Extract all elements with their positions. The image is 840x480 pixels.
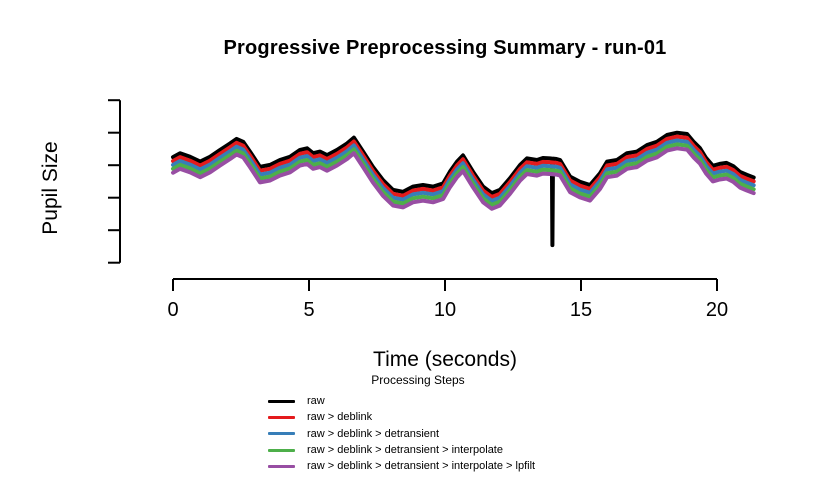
legend-item-label: raw > deblink > detransient — [307, 427, 440, 440]
legend-item-label: raw > deblink > detransient > interpolat… — [307, 460, 536, 473]
legend: Processing Steps raw raw > deblink raw > d… — [268, 373, 578, 474]
legend-swatch — [268, 399, 295, 403]
x-tick-label: 15 — [569, 299, 593, 321]
x-tick-label: 5 — [303, 299, 315, 321]
legend-item-label: raw — [307, 395, 325, 408]
chart-title: Progressive Preprocessing Summary - run-… — [223, 37, 667, 59]
x-tick-label: 20 — [705, 299, 729, 321]
series-line-4 — [171, 146, 756, 211]
legend-item: raw > deblink — [268, 409, 578, 425]
legend-title: Processing Steps — [371, 373, 465, 387]
x-tick-label: 0 — [167, 299, 179, 321]
legend-item-label: raw > deblink > detransient > interpolat… — [307, 444, 503, 457]
legend-item: raw > deblink > detransient — [268, 426, 578, 442]
y-axis-label: Pupil Size — [39, 141, 62, 235]
legend-items: raw raw > deblink raw > deblink > detransi… — [268, 393, 578, 474]
series-line-0 — [171, 130, 756, 248]
legend-swatch — [268, 432, 295, 436]
legend-item: raw > deblink > detransient > interpolat… — [268, 458, 578, 474]
x-tick-label: 10 — [433, 299, 457, 321]
legend-item: raw — [268, 393, 578, 409]
legend-item-label: raw > deblink — [307, 411, 373, 424]
series-line-1 — [171, 134, 756, 199]
x-axis-label: Time (seconds) — [373, 348, 517, 371]
series-line-3 — [171, 142, 756, 207]
series-line-2 — [171, 138, 756, 203]
legend-swatch — [268, 448, 295, 452]
legend-swatch — [268, 464, 295, 468]
legend-item: raw > deblink > detransient > interpolat… — [268, 442, 578, 458]
legend-swatch — [268, 415, 295, 419]
